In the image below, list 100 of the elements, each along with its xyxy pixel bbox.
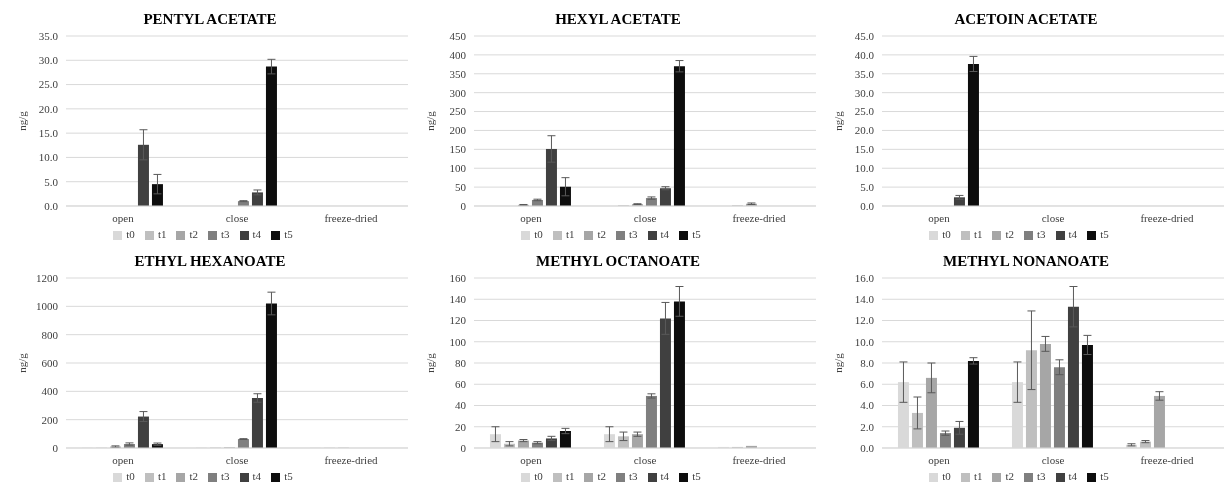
y-tick-label: 40.0 bbox=[854, 48, 875, 61]
legend-label: t3 bbox=[221, 470, 230, 482]
y-tick-label: 200 bbox=[41, 413, 59, 426]
y-tick-label: 40 bbox=[455, 399, 467, 412]
y-tick-label: 20.0 bbox=[854, 124, 875, 137]
y-tick-label: 14.0 bbox=[854, 293, 875, 306]
y-tick-label: 1200 bbox=[36, 271, 59, 284]
legend-label: t5 bbox=[284, 470, 293, 482]
y-tick-label: 80 bbox=[455, 356, 467, 369]
legend-label: t0 bbox=[534, 228, 543, 240]
legend-label: t5 bbox=[1100, 470, 1109, 482]
y-tick-label: 30.0 bbox=[854, 86, 875, 99]
x-tick-label: open bbox=[112, 453, 135, 466]
y-tick-label: 10.0 bbox=[854, 162, 875, 175]
x-tick-label: open bbox=[112, 211, 135, 224]
legend-label: t4 bbox=[1068, 470, 1078, 482]
y-axis-title: ng/g bbox=[831, 352, 844, 373]
chart-title: HEXYL ACETATE bbox=[554, 10, 682, 29]
legend-label: t0 bbox=[126, 470, 135, 482]
y-tick-label: 25.0 bbox=[38, 78, 59, 91]
y-tick-label: 450 bbox=[449, 29, 467, 42]
chart-title: ACETOIN ACETATE bbox=[953, 10, 1099, 29]
legend-label: t2 bbox=[1005, 470, 1014, 482]
y-tick-label: 15.0 bbox=[854, 143, 875, 156]
chart-title: PENTYL ACETATE bbox=[142, 10, 278, 29]
y-tick-label: 35.0 bbox=[854, 67, 875, 80]
x-tick-label: open bbox=[928, 453, 951, 466]
y-tick-label: 350 bbox=[449, 67, 467, 80]
x-tick-label: close bbox=[633, 211, 657, 224]
chart-title: METHYL NONANOATE bbox=[942, 252, 1110, 271]
y-tick-label: 120 bbox=[449, 314, 467, 327]
y-axis-title: ng/g bbox=[15, 352, 28, 373]
y-tick-label: 6.0 bbox=[860, 378, 875, 391]
x-tick-label: close bbox=[1041, 453, 1065, 466]
legend-label: t0 bbox=[942, 228, 951, 240]
legend-label: t1 bbox=[157, 470, 167, 482]
y-tick-label: 400 bbox=[41, 385, 59, 398]
y-tick-label: 15.0 bbox=[38, 127, 59, 140]
x-tick-label: freeze-dried bbox=[732, 211, 787, 224]
legend-label: t0 bbox=[534, 470, 543, 482]
y-tick-label: 250 bbox=[449, 105, 467, 118]
legend-label: t1 bbox=[157, 228, 167, 240]
y-tick-label: 5.0 bbox=[860, 181, 875, 194]
x-tick-label: freeze-dried bbox=[732, 453, 787, 466]
legend-label: t4 bbox=[660, 228, 670, 240]
x-tick-label: close bbox=[225, 453, 249, 466]
y-tick-label: 150 bbox=[449, 143, 467, 156]
legend-label: t4 bbox=[1068, 228, 1078, 240]
legend-label: t1 bbox=[565, 228, 575, 240]
y-axis-title: ng/g bbox=[423, 110, 436, 131]
y-tick-label: 200 bbox=[449, 124, 467, 137]
y-tick-label: 60 bbox=[455, 378, 467, 391]
y-tick-label: 2.0 bbox=[860, 420, 875, 433]
y-tick-label: 0 bbox=[460, 441, 467, 454]
y-tick-label: 400 bbox=[449, 48, 467, 61]
y-tick-label: 8.0 bbox=[860, 356, 875, 369]
legend-label: t3 bbox=[1037, 228, 1046, 240]
y-tick-label: 0 bbox=[460, 199, 467, 212]
y-tick-label: 5.0 bbox=[44, 175, 59, 188]
x-tick-label: freeze-dried bbox=[1140, 211, 1195, 224]
y-axis-title: ng/g bbox=[423, 352, 436, 373]
y-tick-label: 16.0 bbox=[854, 271, 875, 284]
x-tick-label: freeze-dried bbox=[1140, 453, 1195, 466]
x-tick-label: open bbox=[520, 453, 543, 466]
x-tick-label: close bbox=[225, 211, 249, 224]
legend-label: t5 bbox=[692, 470, 701, 482]
legend-label: t2 bbox=[189, 470, 198, 482]
legend-label: t5 bbox=[284, 228, 293, 240]
legend-label: t1 bbox=[973, 228, 983, 240]
legend-label: t1 bbox=[973, 470, 983, 482]
y-axis-title: ng/g bbox=[831, 110, 844, 131]
y-tick-label: 45.0 bbox=[854, 29, 875, 42]
y-tick-label: 20 bbox=[455, 420, 467, 433]
legend-label: t2 bbox=[1005, 228, 1014, 240]
chart-title: METHYL OCTANOATE bbox=[534, 252, 702, 271]
y-tick-label: 0.0 bbox=[44, 199, 59, 212]
legend-label: t2 bbox=[597, 228, 606, 240]
x-tick-label: freeze-dried bbox=[324, 453, 379, 466]
legend-label: t3 bbox=[629, 470, 638, 482]
legend-label: t4 bbox=[252, 470, 262, 482]
y-tick-label: 100 bbox=[449, 335, 467, 348]
legend-label: t0 bbox=[942, 470, 951, 482]
legend-label: t2 bbox=[189, 228, 198, 240]
y-tick-label: 30.0 bbox=[38, 54, 59, 67]
legend-label: t2 bbox=[597, 470, 606, 482]
y-tick-label: 300 bbox=[449, 86, 467, 99]
legend-label: t4 bbox=[660, 470, 670, 482]
y-tick-label: 1000 bbox=[36, 300, 59, 313]
legend-label: t5 bbox=[1100, 228, 1109, 240]
y-tick-label: 25.0 bbox=[854, 105, 875, 118]
y-axis-title: ng/g bbox=[15, 110, 28, 131]
y-tick-label: 35.0 bbox=[38, 29, 59, 42]
x-tick-label: open bbox=[928, 211, 951, 224]
legend-label: t1 bbox=[565, 470, 575, 482]
y-tick-label: 600 bbox=[41, 356, 59, 369]
legend-label: t3 bbox=[629, 228, 638, 240]
x-tick-label: freeze-dried bbox=[324, 211, 379, 224]
y-tick-label: 4.0 bbox=[860, 399, 875, 412]
x-tick-label: close bbox=[1041, 211, 1065, 224]
y-tick-label: 160 bbox=[449, 271, 467, 284]
